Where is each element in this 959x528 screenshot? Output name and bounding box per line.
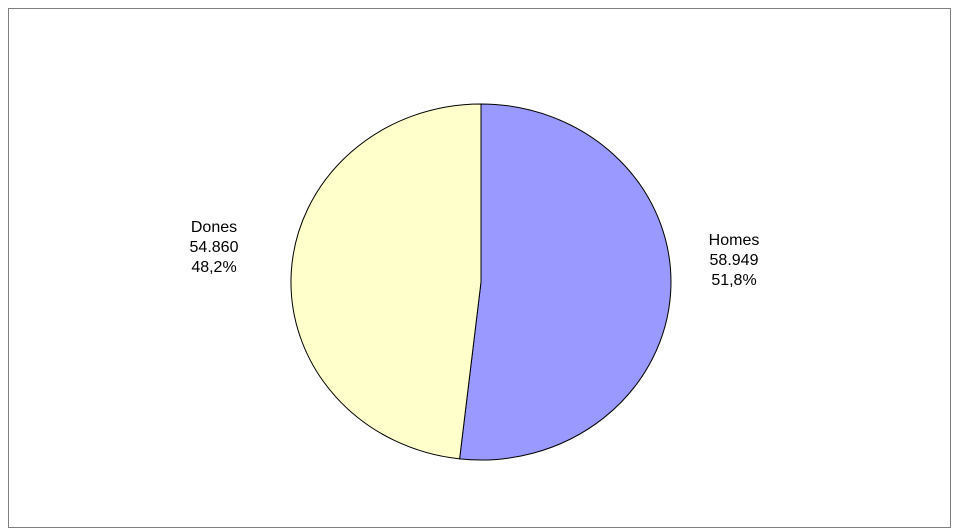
data-label-homes-name: Homes [708, 232, 760, 249]
pie-slice-dones [290, 103, 482, 460]
data-label-dones-percent: 48,2% [191, 259, 237, 276]
data-label-homes-percent: 51,8% [711, 272, 757, 289]
data-label-homes: Homes 58.949 51,8% [674, 231, 794, 291]
pie-chart [290, 103, 672, 461]
data-label-dones-name: Dones [190, 219, 238, 236]
data-label-homes-value: 58.949 [709, 252, 759, 269]
data-label-dones-value: 54.860 [189, 239, 239, 256]
data-label-dones: Dones 54.860 48,2% [154, 218, 274, 278]
pie-slice-homes [459, 103, 672, 461]
